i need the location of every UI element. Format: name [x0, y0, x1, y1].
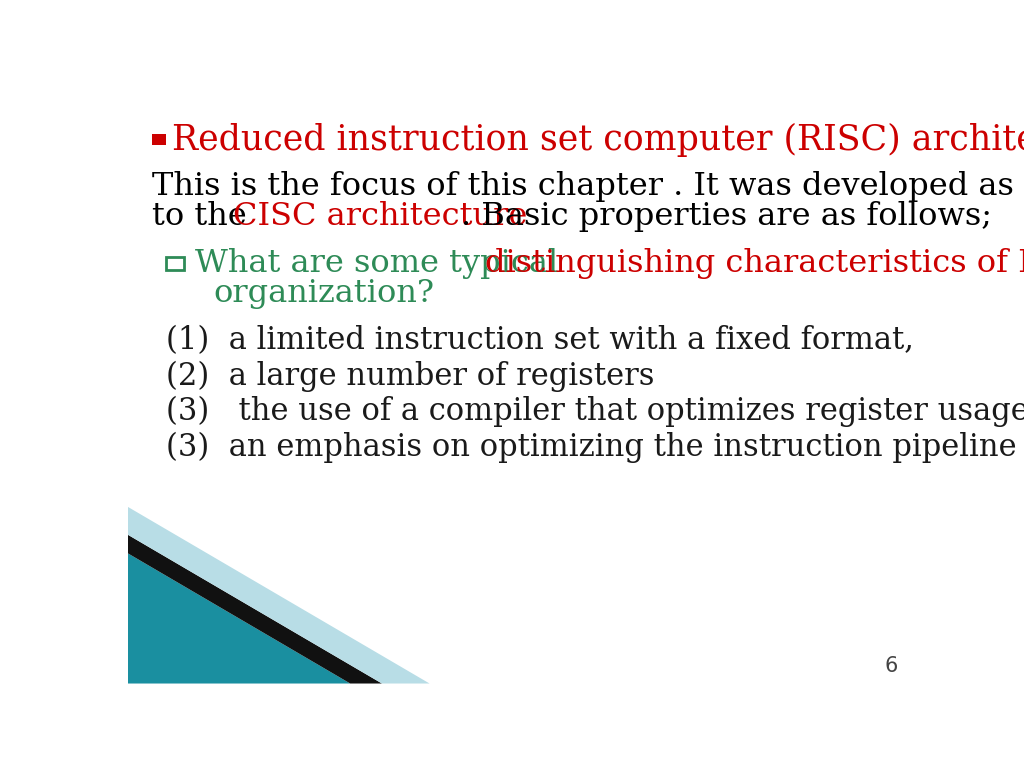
Polygon shape [128, 535, 382, 684]
Text: . Basic properties are as follows;: . Basic properties are as follows; [461, 201, 992, 232]
Text: CISC architecture: CISC architecture [233, 201, 527, 232]
Text: (1)  a limited instruction set with a fixed format,: (1) a limited instruction set with a fix… [166, 325, 914, 356]
Text: 6: 6 [885, 656, 898, 676]
Text: (3)   the use of a compiler that optimizes register usage, and: (3) the use of a compiler that optimizes… [166, 396, 1024, 427]
Polygon shape [128, 507, 430, 684]
Text: This is the focus of this chapter . It was developed as an alternative: This is the focus of this chapter . It w… [152, 171, 1024, 202]
Text: organization?: organization? [214, 278, 435, 309]
Text: (3)  an emphasis on optimizing the instruction pipeline: (3) an emphasis on optimizing the instru… [166, 432, 1017, 462]
FancyBboxPatch shape [152, 134, 166, 145]
Text: (2)  a large number of registers: (2) a large number of registers [166, 360, 654, 392]
Text: What are some typical: What are some typical [196, 248, 568, 279]
Text: to the: to the [152, 201, 257, 232]
Text: Reduced instruction set computer (RISC) architecture:: Reduced instruction set computer (RISC) … [172, 122, 1024, 157]
Polygon shape [128, 554, 350, 684]
Text: distinguishing characteristics of RISC: distinguishing characteristics of RISC [484, 248, 1024, 279]
